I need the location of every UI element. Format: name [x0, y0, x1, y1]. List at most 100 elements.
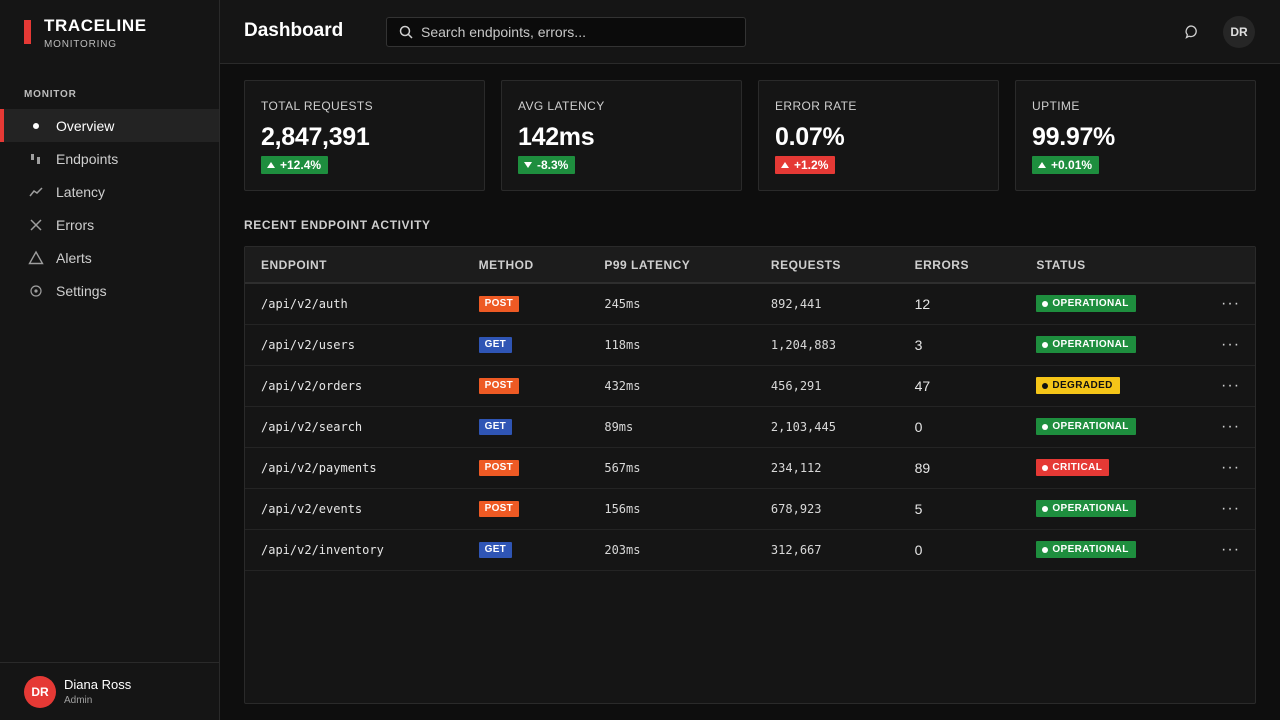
error-count: 89 [914, 459, 931, 476]
table-row[interactable]: /api/v2/inventory GET 203ms 312,667 0 OPERATI… [245, 529, 1255, 570]
stat-value: 2,847,391 [261, 123, 370, 151]
p99-latency: 432ms [604, 378, 641, 393]
p99-latency: 567ms [604, 460, 641, 475]
arrow-up-icon [781, 162, 789, 168]
sidebar-item-endpoints[interactable]: Endpoints [0, 142, 219, 175]
error-count: 5 [914, 500, 923, 517]
endpoint-path[interactable]: /api/v2/inventory [261, 542, 384, 557]
status-text: OPERATIONAL [1052, 421, 1129, 432]
stat-delta-text: +0.01% [1051, 158, 1093, 172]
endpoint-path[interactable]: /api/v2/auth [261, 296, 348, 311]
status-dot-icon [1042, 505, 1049, 512]
request-count: 2,103,445 [770, 419, 836, 434]
error-count: 47 [914, 377, 931, 394]
more-actions-button[interactable]: ··· [1206, 283, 1255, 324]
sidebar-item-errors[interactable]: Errors [0, 208, 219, 241]
stat-value: 142ms [518, 123, 595, 151]
column-header[interactable]: REQUESTS [770, 257, 841, 272]
more-actions-button[interactable]: ··· [1206, 488, 1255, 529]
stat-card: TOTAL REQUESTS 2,847,391 +12.4% [244, 80, 485, 191]
arrow-down-icon [524, 162, 532, 168]
endpoint-activity-table: ENDPOINT METHOD P99 LATENCY REQUESTS ERR… [244, 246, 1256, 704]
triangle-icon [28, 250, 44, 266]
user-role: Admin [64, 695, 93, 706]
sidebar-item-alerts[interactable]: Alerts [0, 241, 219, 274]
table-row[interactable]: /api/v2/events POST 156ms 678,923 5 OPERATION… [245, 488, 1255, 529]
more-actions-button[interactable]: ··· [1206, 324, 1255, 365]
more-actions-button[interactable]: ··· [1206, 529, 1255, 570]
more-actions-button[interactable]: ··· [1206, 406, 1255, 447]
status-badge: OPERATIONAL [1036, 295, 1136, 313]
stat-delta-text: +1.2% [794, 158, 829, 172]
method-badge: GET [478, 542, 513, 558]
avatar[interactable]: DR [1223, 16, 1255, 48]
column-header[interactable]: METHOD [478, 257, 534, 272]
status-badge: DEGRADED [1036, 377, 1120, 394]
endpoint-path[interactable]: /api/v2/users [261, 337, 355, 352]
column-header[interactable]: STATUS [1036, 257, 1086, 272]
table-row[interactable]: /api/v2/payments POST 567ms 234,112 89 CRITIC… [245, 447, 1255, 488]
stat-card: AVG LATENCY 142ms -8.3% [501, 80, 742, 191]
nav-section-title: MONITOR [24, 89, 77, 100]
method-badge: POST [478, 460, 520, 476]
stats-row: TOTAL REQUESTS 2,847,391 +12.4% AVG LATE… [244, 80, 1256, 191]
status-dot-icon [1042, 300, 1049, 307]
column-header[interactable]: ENDPOINT [261, 257, 328, 272]
more-icon: ··· [1221, 540, 1241, 558]
brand-logo-bar [24, 20, 31, 44]
column-header[interactable]: ERRORS [914, 257, 969, 272]
stat-delta-badge: +1.2% [775, 156, 836, 174]
brand-subtitle: MONITORING [44, 39, 117, 50]
endpoint-path[interactable]: /api/v2/events [261, 501, 363, 516]
brand-name: TRACELINE [44, 16, 147, 35]
more-actions-button[interactable]: ··· [1206, 365, 1255, 406]
arrow-up-icon [267, 162, 275, 168]
sidebar-item-settings[interactable]: Settings [0, 274, 219, 307]
status-badge: OPERATIONAL [1036, 418, 1136, 435]
table-row[interactable]: /api/v2/auth POST 245ms 892,441 12 OPERATIONA… [245, 283, 1255, 324]
more-actions-button[interactable]: ··· [1206, 447, 1255, 488]
search-input[interactable] [421, 24, 741, 40]
search-bar[interactable] [386, 17, 746, 47]
table-row[interactable]: /api/v2/orders POST 432ms 456,291 47 DEGRADED… [245, 365, 1255, 406]
status-text: OPERATIONAL [1052, 339, 1129, 350]
status-text: OPERATIONAL [1052, 298, 1129, 310]
status-text: CRITICAL [1052, 462, 1103, 473]
sidebar: TRACELINE MONITORING MONITOR Overview En… [0, 0, 220, 720]
error-count: 0 [914, 418, 923, 435]
messages-button[interactable] [1182, 22, 1202, 42]
stat-delta-badge: +0.01% [1032, 156, 1100, 174]
status-badge: OPERATIONAL [1036, 541, 1136, 558]
line-chart-icon [28, 184, 44, 200]
stat-delta-badge: -8.3% [518, 156, 576, 174]
request-count: 892,441 [770, 296, 822, 311]
status-badge: OPERATIONAL [1036, 336, 1136, 353]
endpoint-path[interactable]: /api/v2/payments [261, 460, 377, 475]
method-badge: POST [478, 501, 520, 517]
table-row[interactable]: /api/v2/users GET 118ms 1,204,883 3 OPERATION… [245, 324, 1255, 365]
more-icon: ··· [1221, 499, 1241, 517]
column-header[interactable]: P99 LATENCY [604, 257, 691, 272]
user-profile[interactable]: DR Diana Ross Admin [0, 662, 219, 720]
stat-delta-badge: +12.4% [261, 156, 329, 174]
sidebar-item-latency[interactable]: Latency [0, 175, 219, 208]
p99-latency: 118ms [604, 337, 641, 352]
sidebar-item-overview[interactable]: Overview [0, 109, 219, 142]
avatar: DR [24, 676, 56, 708]
error-count: 0 [914, 541, 923, 558]
page-title: Dashboard [244, 20, 344, 41]
more-icon: ··· [1221, 335, 1241, 353]
request-count: 234,112 [770, 460, 822, 475]
stat-label: TOTAL REQUESTS [261, 99, 374, 113]
table-row[interactable]: /api/v2/search GET 89ms 2,103,445 0 OPERATION… [245, 406, 1255, 447]
endpoint-path[interactable]: /api/v2/orders [261, 378, 363, 393]
search-icon [399, 25, 413, 39]
endpoint-path[interactable]: /api/v2/search [261, 419, 363, 434]
sidebar-item-label: Errors [56, 216, 95, 233]
table-header-row: ENDPOINT METHOD P99 LATENCY REQUESTS ERR… [245, 247, 1255, 283]
column-header-actions [1206, 247, 1255, 283]
dot-icon [28, 118, 44, 134]
stat-value: 99.97% [1032, 123, 1115, 151]
status-badge: OPERATIONAL [1036, 500, 1136, 517]
error-count: 3 [914, 336, 923, 353]
